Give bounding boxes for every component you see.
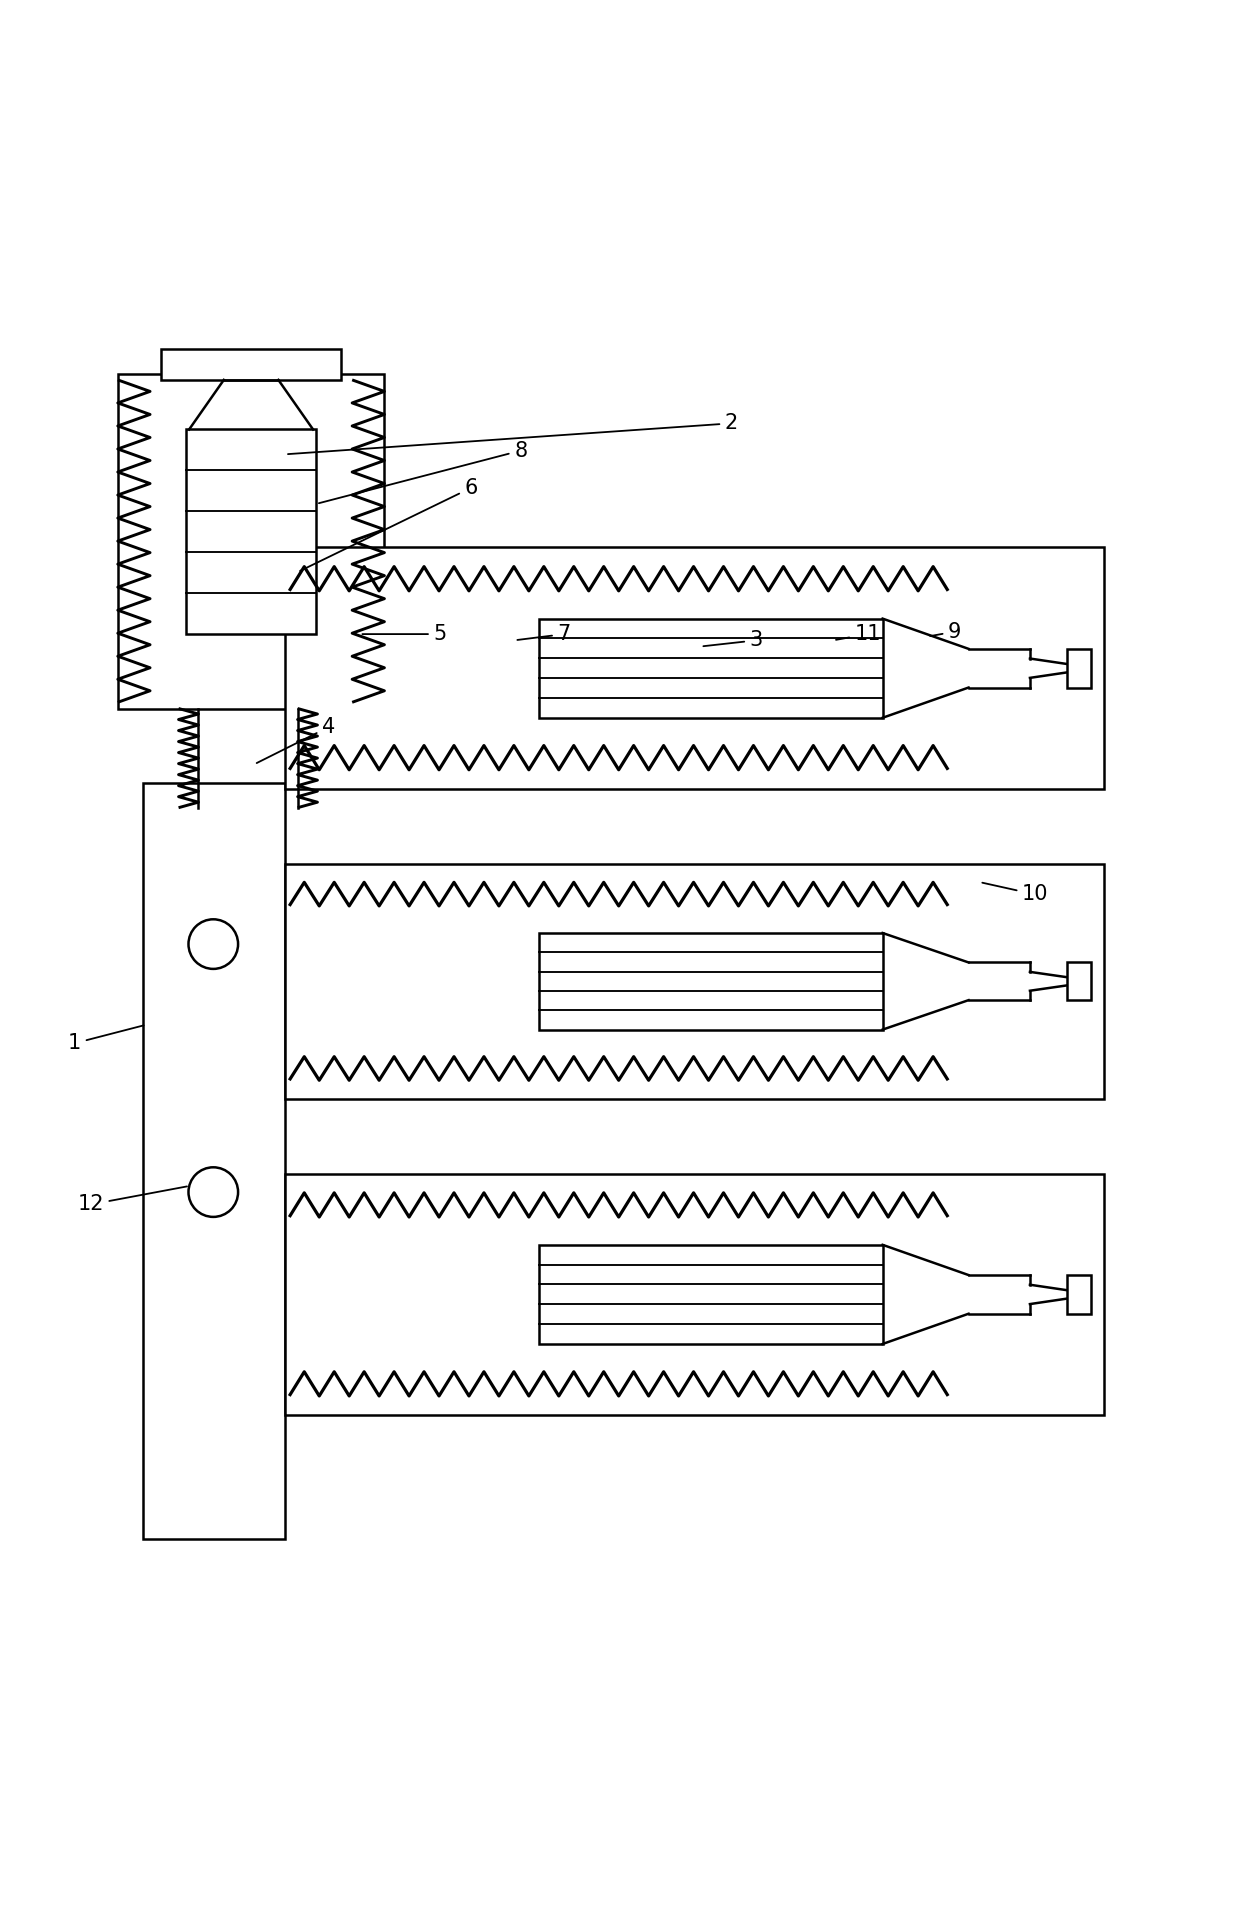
Bar [1066,649,1091,687]
Text: 7: 7 [517,624,570,645]
Text: 10: 10 [982,882,1049,905]
Bar [186,430,316,633]
Bar [539,934,883,1029]
Bar [143,782,285,1540]
Bar [161,348,341,381]
Bar [1066,962,1091,1000]
Text: 4: 4 [257,717,335,763]
Text: 9: 9 [930,622,961,641]
Bar [1066,1276,1091,1314]
Bar [285,547,1104,788]
Bar [539,618,883,717]
Text: 2: 2 [288,413,738,453]
Text: 1: 1 [68,1025,144,1054]
Text: 3: 3 [703,629,763,650]
Text: 11: 11 [836,624,882,645]
Bar [118,373,384,708]
Text: 5: 5 [362,624,446,645]
Text: 8: 8 [319,440,527,503]
Bar [539,1245,883,1345]
Text: 6: 6 [300,478,477,570]
Bar [285,1173,1104,1416]
Text: 12: 12 [77,1186,187,1215]
Bar [285,863,1104,1100]
